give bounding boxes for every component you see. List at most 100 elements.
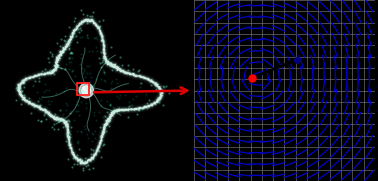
Point (70, 157, 76, 160)
Point (36, 96, 42, 99)
Point (122, 94, 128, 96)
Point (108, 86, 114, 89)
Point (104, 110, 110, 113)
Point (108, 113, 114, 116)
Point (71, 154, 77, 157)
Point (71, 17, 77, 20)
Point (156, 101, 162, 104)
Point (50, 126, 56, 129)
Point (91, 84, 97, 87)
Point (36, 80, 42, 83)
Point (64, 104, 70, 107)
Point (42, 68, 48, 71)
Point (73, 35, 79, 37)
Point (96, 57, 102, 60)
Point (100, 18, 106, 21)
Point (54, 127, 60, 130)
Point (80, 169, 86, 172)
Point (67, 40, 73, 43)
Point (101, 71, 107, 74)
Point (86, 168, 92, 171)
Point (87, 83, 93, 86)
Point (57, 109, 63, 111)
Point (87, 14, 93, 17)
Point (94, 38, 100, 41)
Point (115, 95, 121, 98)
Point (146, 99, 152, 102)
Point (78, 100, 84, 103)
Point (98, 66, 104, 69)
Point (69, 69, 75, 72)
Point (101, 52, 107, 55)
Point (71, 163, 77, 166)
Point (62, 86, 68, 89)
Point (77, 27, 83, 30)
Point (78, 9, 84, 12)
Point (98, 33, 104, 36)
Point (70, 68, 76, 71)
Point (51, 128, 57, 131)
Point (46, 89, 52, 91)
Point (65, 43, 71, 46)
Point (57, 38, 64, 41)
Point (74, 130, 81, 133)
Point (74, 153, 80, 156)
Point (130, 90, 136, 93)
Point (38, 98, 44, 101)
Point (148, 84, 154, 87)
Point (99, 69, 105, 72)
Point (84, 71, 90, 74)
Point (135, 70, 141, 73)
Point (74, 83, 80, 85)
Point (75, 140, 81, 142)
Point (41, 90, 47, 93)
Point (66, 47, 72, 49)
Point (82, 83, 88, 86)
Point (139, 108, 146, 111)
Point (57, 45, 64, 48)
Point (48, 100, 54, 103)
Point (100, 116, 106, 119)
Point (69, 35, 75, 38)
Point (154, 82, 160, 85)
Point (78, 158, 84, 161)
Point (68, 109, 74, 112)
Point (82, 157, 88, 160)
Point (114, 82, 120, 85)
Point (136, 69, 143, 71)
Point (125, 63, 131, 66)
Point (102, 79, 108, 82)
Point (31, 102, 37, 105)
Point (161, 85, 167, 88)
Point (106, 61, 112, 64)
Point (60, 126, 66, 129)
Point (152, 103, 158, 106)
Point (85, 37, 91, 39)
Point (75, 103, 81, 106)
Point (71, 31, 77, 34)
Point (153, 88, 159, 90)
Point (114, 107, 120, 110)
Point (13, 98, 19, 101)
Point (134, 113, 140, 115)
Point (90, 37, 96, 40)
Point (14, 86, 20, 89)
Point (119, 64, 125, 67)
Point (84, 22, 90, 25)
Point (51, 63, 57, 66)
Point (66, 68, 72, 71)
Point (90, 148, 96, 151)
Point (99, 60, 105, 63)
Point (80, 71, 86, 74)
Point (72, 75, 78, 77)
Point (125, 69, 131, 72)
Point (93, 78, 99, 81)
Point (20, 82, 26, 85)
Point (79, 167, 85, 170)
Point (62, 40, 68, 43)
Point (51, 122, 57, 125)
Point (82, 101, 88, 104)
Point (81, 69, 87, 72)
Point (68, 70, 74, 73)
Point (90, 10, 96, 13)
